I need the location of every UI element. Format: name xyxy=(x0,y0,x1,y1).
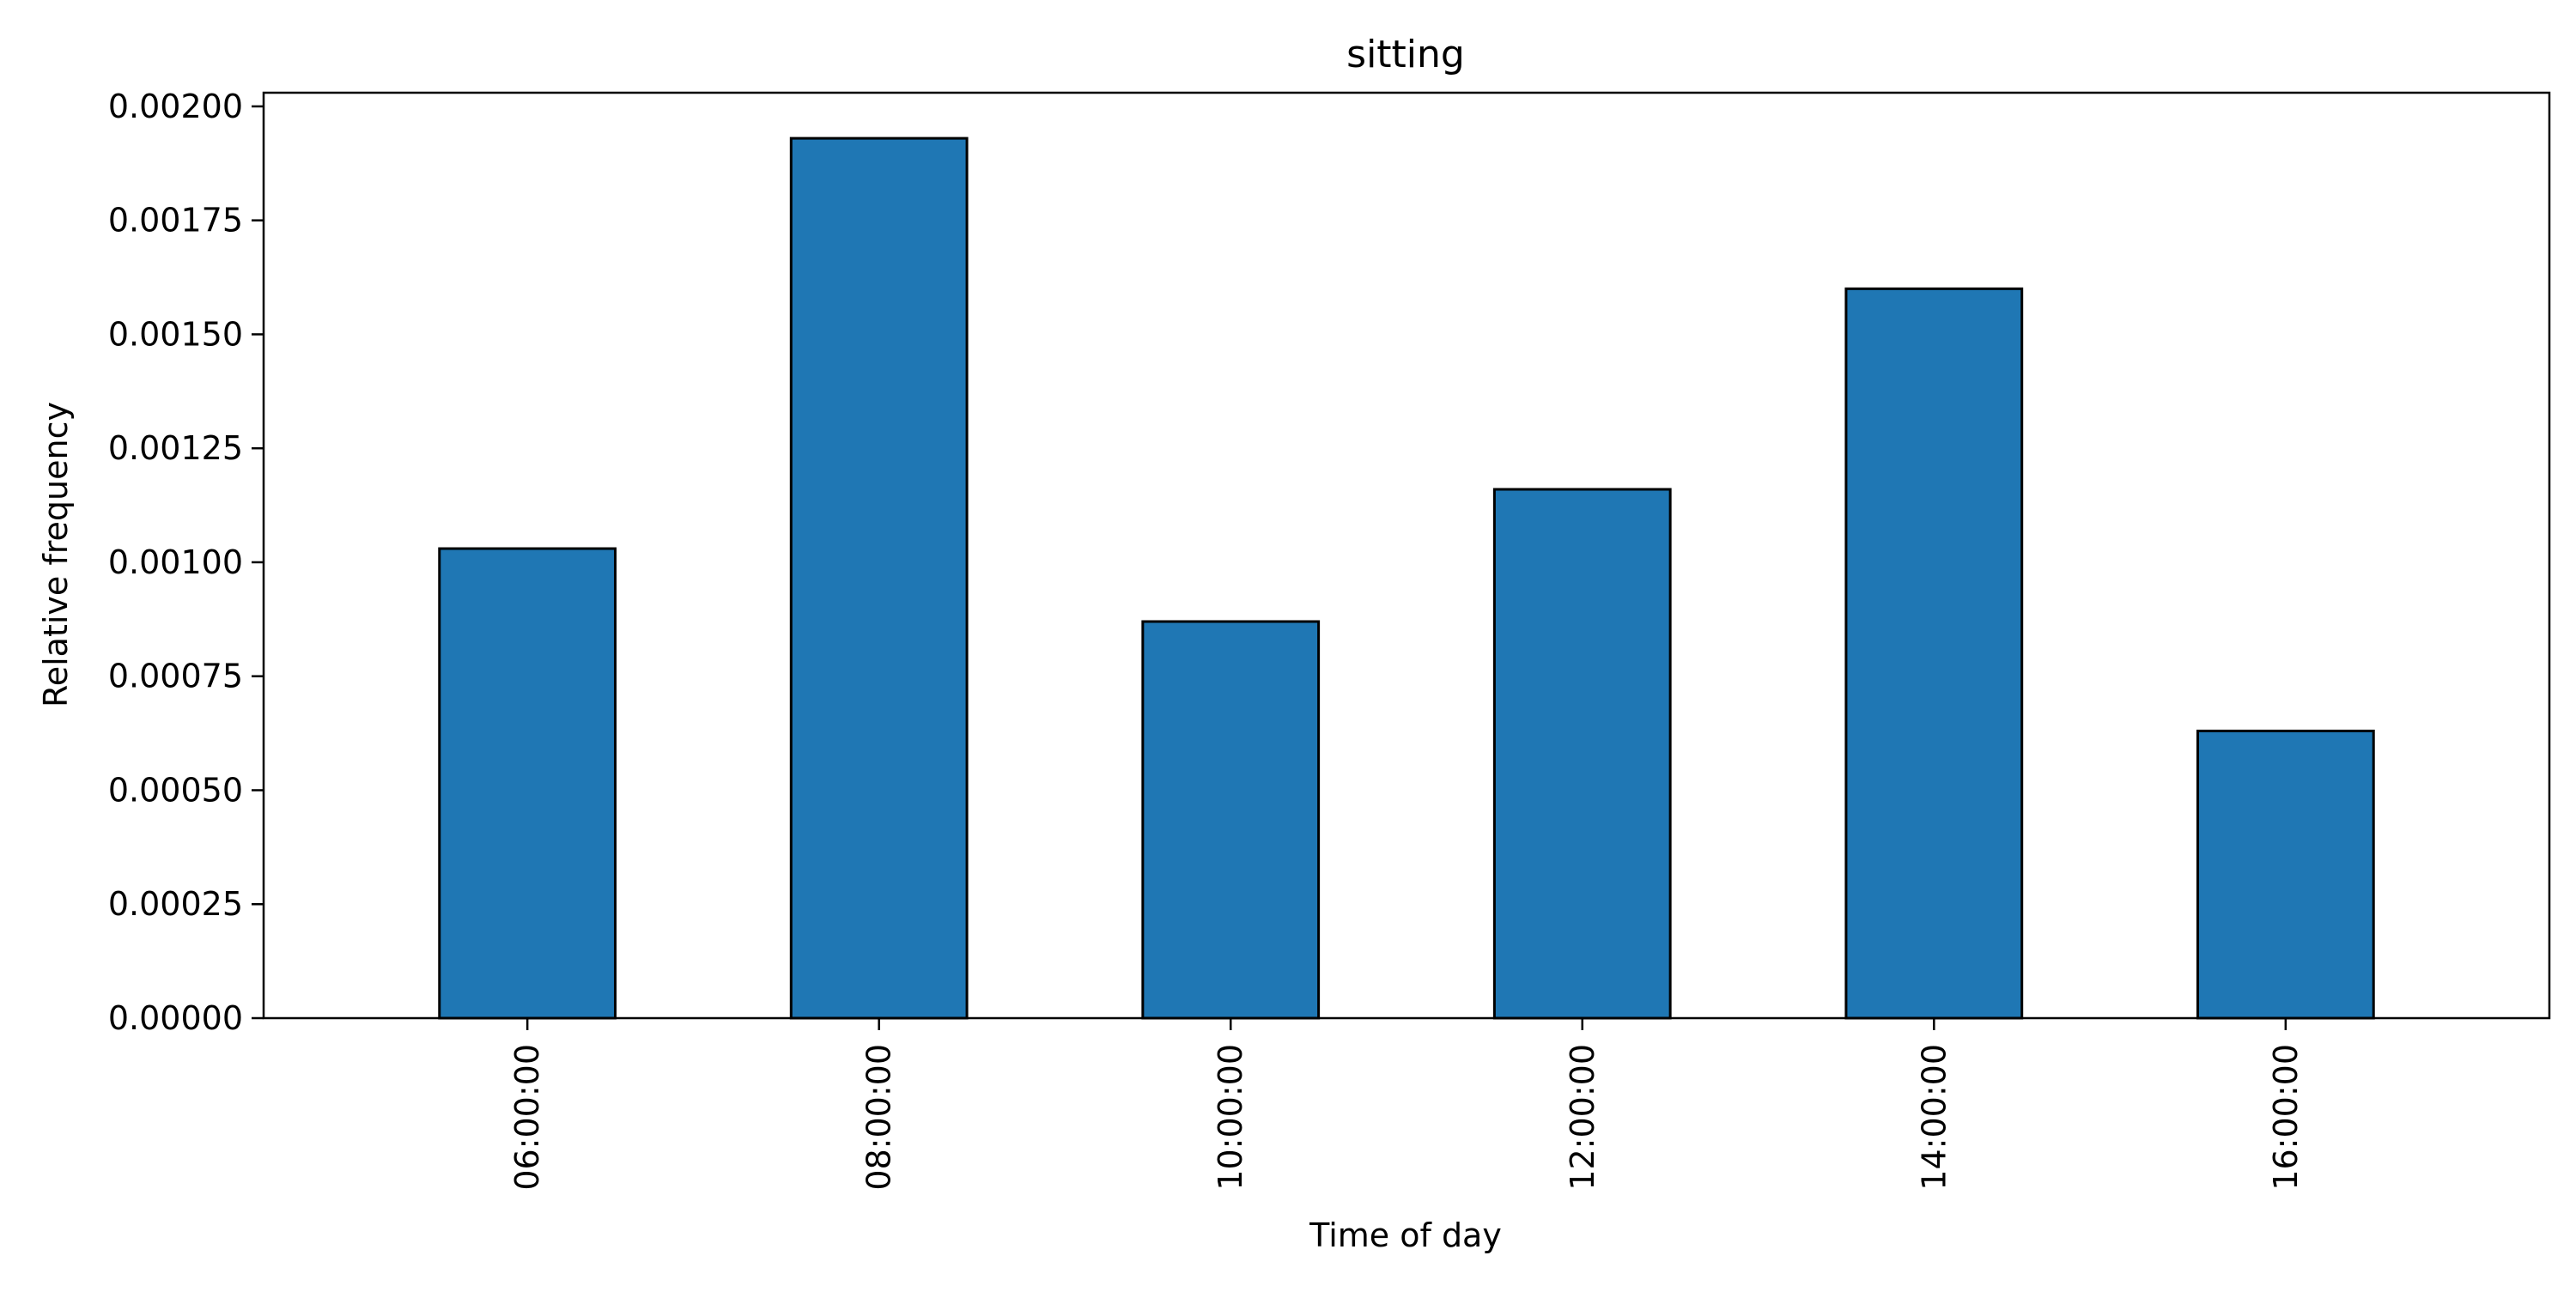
y-axis-label: Relative frequency xyxy=(37,402,75,707)
x-tick-label: 08:00:00 xyxy=(860,1044,898,1191)
x-axis-ticks: 06:00:00 08:00:00 10:00:00 12:00:00 14:00:00… xyxy=(508,1018,2305,1191)
y-tick-label: 0.00075 xyxy=(108,658,243,695)
x-tick-label: 14:00:00 xyxy=(1915,1044,1953,1191)
x-tick-label: 06:00:00 xyxy=(508,1044,546,1191)
y-tick-label: 0.00000 xyxy=(108,999,243,1037)
bar-06-00-00 xyxy=(438,547,617,1020)
y-tick-label: 0.00150 xyxy=(108,315,243,353)
plot-area-frame xyxy=(262,91,2551,1020)
y-tick-label: 0.00200 xyxy=(108,88,243,125)
y-tick-label: 0.00100 xyxy=(108,543,243,581)
x-tick-label: 16:00:00 xyxy=(2267,1044,2305,1191)
y-tick-label: 0.00125 xyxy=(108,429,243,467)
y-tick-label: 0.00175 xyxy=(108,202,243,240)
bar-16-00-00 xyxy=(2196,729,2375,1020)
bar-14-00-00 xyxy=(1844,287,2024,1020)
x-axis-label: Time of day xyxy=(1309,1216,1502,1254)
chart-title: sitting xyxy=(1346,33,1465,76)
bar-10-00-00 xyxy=(1141,620,1321,1020)
y-tick-label: 0.00025 xyxy=(108,885,243,923)
y-tick-label: 0.00050 xyxy=(108,771,243,809)
y-axis-ticks: 0.00000 0.00025 0.00050 0.00075 0.00100 0.001… xyxy=(108,88,264,1037)
bars-group xyxy=(438,136,2375,1020)
bar-08-00-00 xyxy=(789,136,969,1020)
x-tick-label: 10:00:00 xyxy=(1212,1044,1249,1191)
x-tick-label: 12:00:00 xyxy=(1564,1044,1601,1191)
bar-12-00-00 xyxy=(1492,488,1672,1020)
